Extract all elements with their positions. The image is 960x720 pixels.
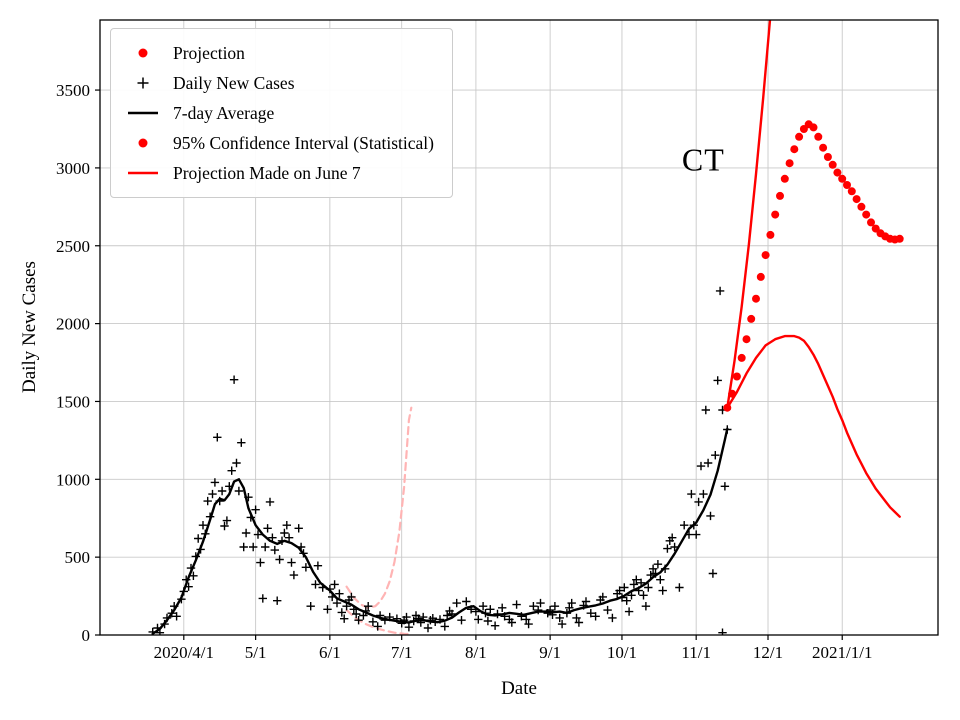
series-seven-day-average [151, 427, 729, 635]
y-tick-label: 2500 [56, 237, 90, 256]
y-tick-label: 1000 [56, 470, 90, 489]
y-axis-label: Daily New Cases [19, 261, 40, 393]
x-tick-label: 11/1 [681, 643, 711, 662]
state-annotation: CT [681, 141, 725, 178]
series-ci-upper-bound [726, 20, 772, 409]
legend-item: Projection [123, 38, 434, 68]
x-axis-label: Date [501, 678, 537, 699]
x-tick-label: 2021/1/1 [812, 643, 872, 662]
legend-item: Daily New Cases [123, 68, 434, 98]
legend-marker-line [123, 165, 163, 181]
plot-border [99, 19, 939, 636]
legend-item: Projection Made on June 7 [123, 158, 434, 188]
x-tick-label: 2020/4/1 [154, 643, 214, 662]
legend-item: 7-day Average [123, 98, 434, 128]
x-tick-label: 8/1 [465, 643, 487, 662]
legend-item: 95% Confidence Interval (Statistical) [123, 128, 434, 158]
y-tick-label: 3000 [56, 159, 90, 178]
x-tick-label: 5/1 [245, 643, 267, 662]
legend-label: 7-day Average [173, 102, 275, 123]
legend: Projection Daily New Cases 7-day Average 95… [110, 28, 453, 198]
series-june7-projection-upper [345, 406, 413, 609]
x-tick-label: 6/1 [319, 643, 341, 662]
legend-label: Projection [173, 42, 245, 63]
x-tick-label: 9/1 [539, 643, 561, 662]
x-tick-label: 10/1 [607, 643, 637, 662]
x-tick-label: 12/1 [753, 643, 783, 662]
legend-label: Projection Made on June 7 [173, 162, 361, 183]
legend-marker-plus [123, 75, 163, 91]
y-tick-label: 3500 [56, 81, 90, 100]
y-tick-label: 1500 [56, 392, 90, 411]
x-axis-ticks: 2020/4/1 5/1 6/1 7/1 8/1 9/1 10/1 11/1 12/1 2021/… [154, 635, 872, 662]
series-group [148, 20, 904, 635]
x-tick-label: 7/1 [391, 643, 413, 662]
y-tick-label: 500 [65, 548, 91, 567]
y-axis-ticks: 0 500 1000 1500 2000 2500 3000 3500 [56, 81, 100, 645]
series-ci-lower-bound [726, 334, 901, 518]
legend-marker-line [123, 105, 163, 121]
legend-marker-dot [123, 45, 163, 61]
legend-marker-dot [123, 135, 163, 151]
legend-label: 95% Confidence Interval (Statistical) [173, 132, 434, 153]
y-tick-label: 2000 [56, 315, 90, 334]
series-projection [723, 120, 904, 412]
y-tick-label: 0 [82, 626, 91, 645]
legend-label: Daily New Cases [173, 72, 295, 93]
